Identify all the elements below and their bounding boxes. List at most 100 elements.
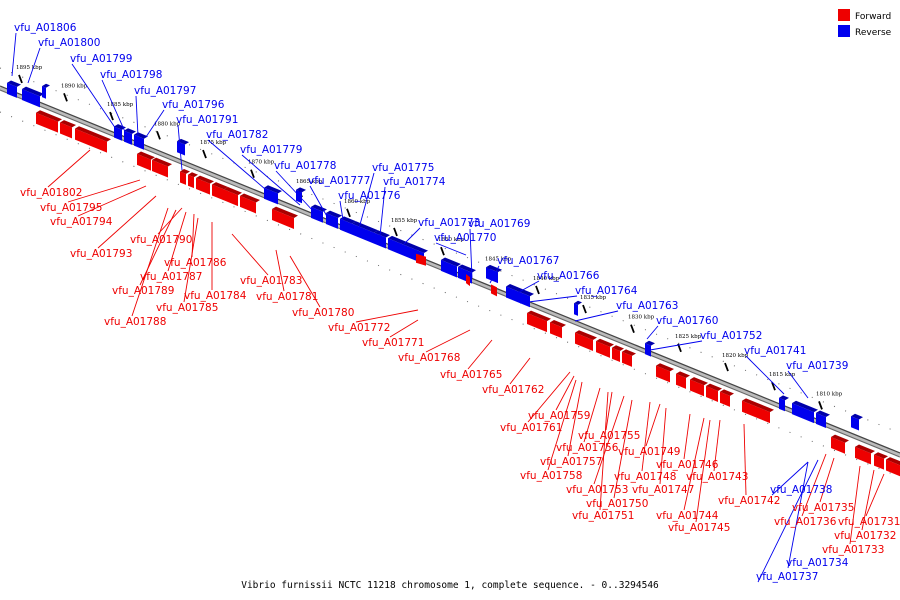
- kbp-label: 1860 kbp: [344, 199, 371, 205]
- forward-gene-block: [212, 182, 228, 201]
- forward-gene-block: [575, 330, 597, 351]
- kbp-tick: [582, 304, 587, 314]
- gene-label: vfu_A01741: [744, 345, 806, 357]
- forward-gene-block: [152, 157, 172, 178]
- leader-line: [275, 249, 285, 292]
- leader-line: [683, 413, 691, 460]
- gene-label: vfu_A01789: [112, 285, 174, 297]
- kbp-tick: [771, 381, 776, 391]
- legend: Forward Reverse: [838, 9, 892, 38]
- leader-line: [101, 79, 127, 135]
- gene-label: vfu_A01785: [156, 302, 218, 314]
- forward-gene-block: [612, 345, 624, 362]
- leader-line: [403, 227, 421, 245]
- gene-label: vfu_A01802: [20, 187, 82, 199]
- reverse-gene-block: [374, 230, 390, 249]
- leader-line: [509, 357, 531, 385]
- forward-gene-block: [527, 310, 551, 333]
- gene-label: vfu_A01758: [520, 470, 582, 482]
- leader-line: [275, 170, 315, 213]
- leader-line: [745, 355, 785, 395]
- gene-label: vfu_A01777: [308, 175, 370, 187]
- gene-label: vfu_A01791: [176, 114, 238, 126]
- gene-label: vfu_A01798: [100, 69, 162, 81]
- leader-line: [97, 195, 157, 249]
- forward-gene-marker: [491, 284, 497, 297]
- leader-line: [177, 124, 183, 171]
- leader-line: [509, 280, 540, 298]
- gene-label: vfu_A01764: [575, 285, 638, 297]
- leader-line: [861, 469, 875, 531]
- gene-label: vfu_A01734: [786, 557, 849, 569]
- leader-line: [593, 395, 625, 485]
- gene-label: vfu_A01773: [418, 217, 480, 229]
- gene-label: vfu_A01743: [686, 471, 748, 483]
- leader-line: [339, 200, 345, 227]
- forward-gene-block: [656, 363, 674, 383]
- reverse-gene-block: [296, 187, 306, 204]
- gene-label: vfu_A01762: [482, 384, 544, 396]
- kbp-label: 1820 kbp: [722, 353, 749, 359]
- gene-label: vfu_A01795: [40, 202, 102, 214]
- reverse-gene-block: [124, 128, 136, 145]
- kbp-label: 1825 kbp: [675, 334, 702, 340]
- leader-line: [231, 233, 269, 276]
- leader-line: [139, 209, 177, 286]
- leader-line: [555, 375, 575, 411]
- kbp-label: 1835 kbp: [580, 295, 607, 301]
- kbp-label: 1865 kbp: [296, 179, 323, 185]
- leader-line: [389, 319, 419, 338]
- gene-label: vfu_A01783: [240, 275, 302, 287]
- gene-label: vfu_A01796: [162, 99, 225, 111]
- kbp-label: 1830 kbp: [628, 315, 655, 321]
- forward-gene-block: [874, 452, 888, 470]
- reverse-gene-block: [7, 80, 21, 98]
- kbp-label: 1895 kbp: [16, 65, 43, 71]
- gene-label: vfu_A01748: [614, 471, 676, 483]
- reverse-gene-block: [792, 400, 818, 424]
- leader-line: [801, 453, 827, 517]
- leader-line: [695, 419, 711, 523]
- reverse-gene-block: [574, 300, 582, 316]
- gene-label: vfu_A01736: [774, 516, 837, 528]
- leader-line: [425, 329, 471, 353]
- forward-gene-block: [690, 377, 708, 397]
- gene-label: vfu_A01765: [440, 369, 502, 381]
- leader-line: [605, 391, 613, 431]
- leader-line: [713, 419, 721, 472]
- gene-label: vfu_A01768: [398, 352, 460, 364]
- gene-label: vfu_A01776: [338, 190, 401, 202]
- leader-line: [645, 403, 661, 447]
- leader-line: [167, 211, 187, 272]
- gene-features: [7, 80, 900, 477]
- gene-label: vfu_A01787: [140, 271, 202, 283]
- gene-label: vfu_A01749: [618, 446, 680, 458]
- reverse-gene-block: [114, 124, 126, 141]
- gene-label: vfu_A01759: [528, 410, 590, 422]
- gene-label: vfu_A01763: [616, 300, 678, 312]
- leader-line: [865, 473, 885, 517]
- leader-line: [787, 370, 809, 399]
- gene-label: vfu_A01738: [770, 484, 832, 496]
- kbp-tick: [63, 93, 68, 102]
- gene-label: vfu_A01774: [383, 176, 446, 188]
- leader-line: [71, 63, 119, 133]
- gene-label: vfu_A01769: [468, 218, 530, 230]
- legend-reverse-label: Reverse: [855, 28, 892, 38]
- forward-gene-block: [272, 206, 298, 229]
- reverse-gene-block: [264, 185, 282, 205]
- leader-line: [183, 217, 199, 303]
- reverse-gene-block: [816, 410, 830, 429]
- gene-label: vfu_A01733: [822, 544, 884, 556]
- gene-label: vfu_A01766: [537, 270, 600, 282]
- gene-label: vfu_A01799: [70, 53, 132, 65]
- leader-line: [599, 391, 609, 511]
- gene-label: vfu_A01731: [838, 516, 900, 528]
- leader-line: [47, 149, 91, 188]
- forward-gene-block: [720, 389, 734, 407]
- forward-gene-block: [224, 186, 242, 207]
- legend-forward-swatch: [838, 9, 850, 21]
- forward-gene-block: [180, 169, 190, 185]
- gene-label: vfu_A01750: [586, 498, 648, 510]
